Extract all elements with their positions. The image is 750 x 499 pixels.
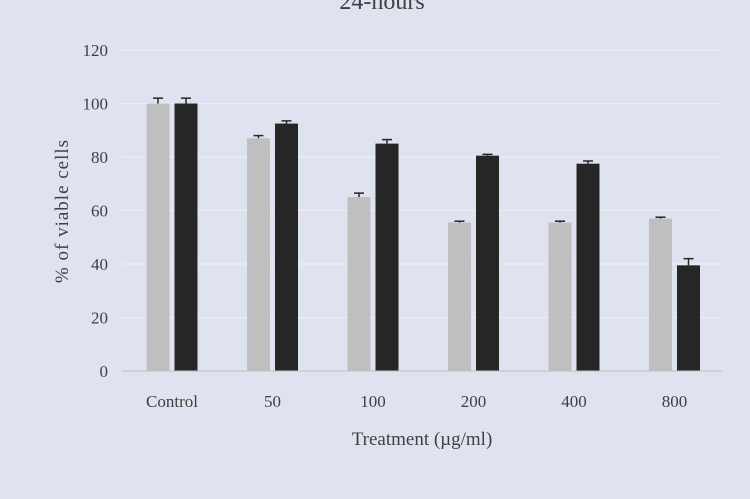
- bar: [677, 265, 700, 371]
- x-tick-label: 50: [264, 392, 281, 411]
- y-axis-label: % of viable cells: [52, 139, 73, 283]
- bar: [548, 222, 572, 371]
- bar: [146, 103, 170, 371]
- bars: [146, 97, 700, 371]
- gridlines: [122, 49, 722, 318]
- x-tick-label: Control: [146, 392, 198, 411]
- y-tick-label: 0: [100, 362, 109, 381]
- x-tick-label: 200: [461, 392, 487, 411]
- bar: [649, 218, 672, 371]
- y-tick-label: 20: [91, 309, 108, 328]
- y-tick-label: 100: [83, 95, 109, 114]
- bar: [174, 103, 198, 371]
- chart-title: 24-hours: [339, 0, 424, 15]
- y-tick-label: 40: [91, 255, 108, 274]
- x-axis-ticks: Control 50 100 200 400 800: [146, 392, 687, 411]
- bar: [448, 222, 471, 371]
- y-axis-ticks: 0 20 40 60 80 100 120: [83, 41, 109, 381]
- bar: [375, 143, 399, 371]
- y-tick-label: 60: [91, 202, 108, 221]
- x-axis-label: Treatment (µg/ml): [352, 429, 493, 450]
- x-tick-label: 800: [662, 392, 688, 411]
- y-tick-label: 120: [83, 41, 109, 60]
- x-tick-label: 100: [360, 392, 386, 411]
- bar: [476, 155, 499, 371]
- y-tick-label: 80: [91, 148, 108, 167]
- bar: [275, 123, 298, 371]
- bar: [347, 197, 371, 371]
- bar: [247, 138, 270, 371]
- x-tick-label: 400: [561, 392, 587, 411]
- bar: [576, 163, 600, 371]
